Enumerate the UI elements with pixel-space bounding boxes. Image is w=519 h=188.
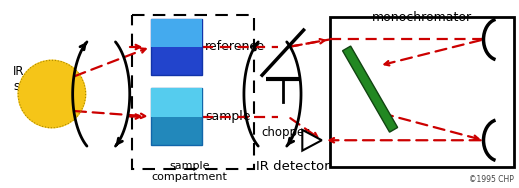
Text: IR
source: IR source <box>13 65 52 93</box>
Text: IR detector: IR detector <box>256 160 330 173</box>
Text: reference: reference <box>205 40 265 54</box>
Text: monochromator: monochromator <box>372 11 472 24</box>
Circle shape <box>18 60 86 128</box>
Polygon shape <box>302 130 322 151</box>
Bar <box>330 17 514 167</box>
Bar <box>151 88 202 117</box>
Text: chopper: chopper <box>262 126 309 139</box>
Text: ©1995 CHP: ©1995 CHP <box>469 175 514 184</box>
Text: sample: sample <box>205 110 251 123</box>
Text: sample
compartment: sample compartment <box>152 161 227 182</box>
Bar <box>151 88 202 145</box>
Bar <box>151 19 202 47</box>
Bar <box>132 15 254 169</box>
Polygon shape <box>343 46 398 132</box>
Bar <box>151 19 202 75</box>
